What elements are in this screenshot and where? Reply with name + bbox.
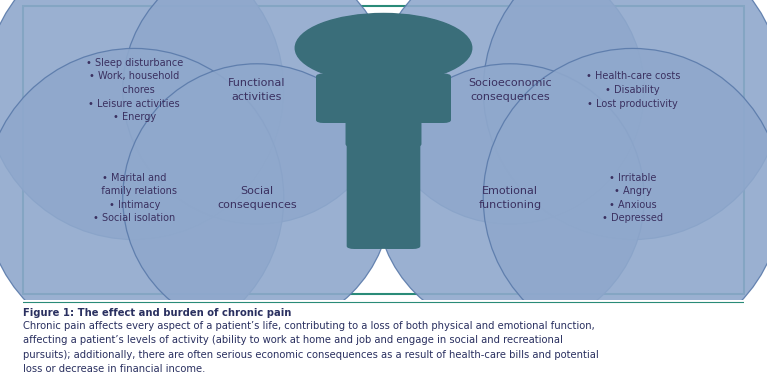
Text: • Health-care costs
• Disability
• Lost productivity: • Health-care costs • Disability • Lost … [585, 71, 680, 109]
Ellipse shape [123, 0, 391, 224]
Text: Socioeconomic
consequences: Socioeconomic consequences [468, 78, 552, 102]
Ellipse shape [0, 48, 284, 348]
Text: Figure 1: The effect and burden of chronic pain: Figure 1: The effect and burden of chron… [23, 308, 291, 318]
Ellipse shape [123, 64, 391, 332]
Circle shape [295, 13, 472, 82]
Ellipse shape [376, 0, 644, 224]
Text: Chronic pain affects every aspect of a patient’s life, contributing to a loss of: Chronic pain affects every aspect of a p… [23, 321, 599, 374]
Ellipse shape [376, 64, 644, 332]
Text: Social
consequences: Social consequences [217, 186, 297, 210]
Text: • Sleep disturbance
• Work, household
   chores
• Leisure activities
• Energy: • Sleep disturbance • Work, household ch… [86, 58, 183, 122]
Ellipse shape [483, 48, 767, 348]
FancyBboxPatch shape [316, 74, 354, 123]
Text: • Marital and
   family relations
• Intimacy
• Social isolation: • Marital and family relations • Intimac… [92, 172, 176, 224]
FancyBboxPatch shape [336, 71, 431, 103]
Ellipse shape [0, 0, 284, 240]
Text: • Irritable
• Angry
• Anxious
• Depressed: • Irritable • Angry • Anxious • Depresse… [602, 172, 663, 224]
FancyBboxPatch shape [23, 6, 744, 294]
FancyBboxPatch shape [345, 71, 422, 148]
Text: Emotional
functioning: Emotional functioning [479, 186, 542, 210]
FancyBboxPatch shape [413, 74, 451, 123]
FancyBboxPatch shape [347, 141, 387, 249]
FancyBboxPatch shape [380, 141, 420, 249]
Ellipse shape [483, 0, 767, 240]
Text: Functional
activities: Functional activities [229, 78, 285, 102]
